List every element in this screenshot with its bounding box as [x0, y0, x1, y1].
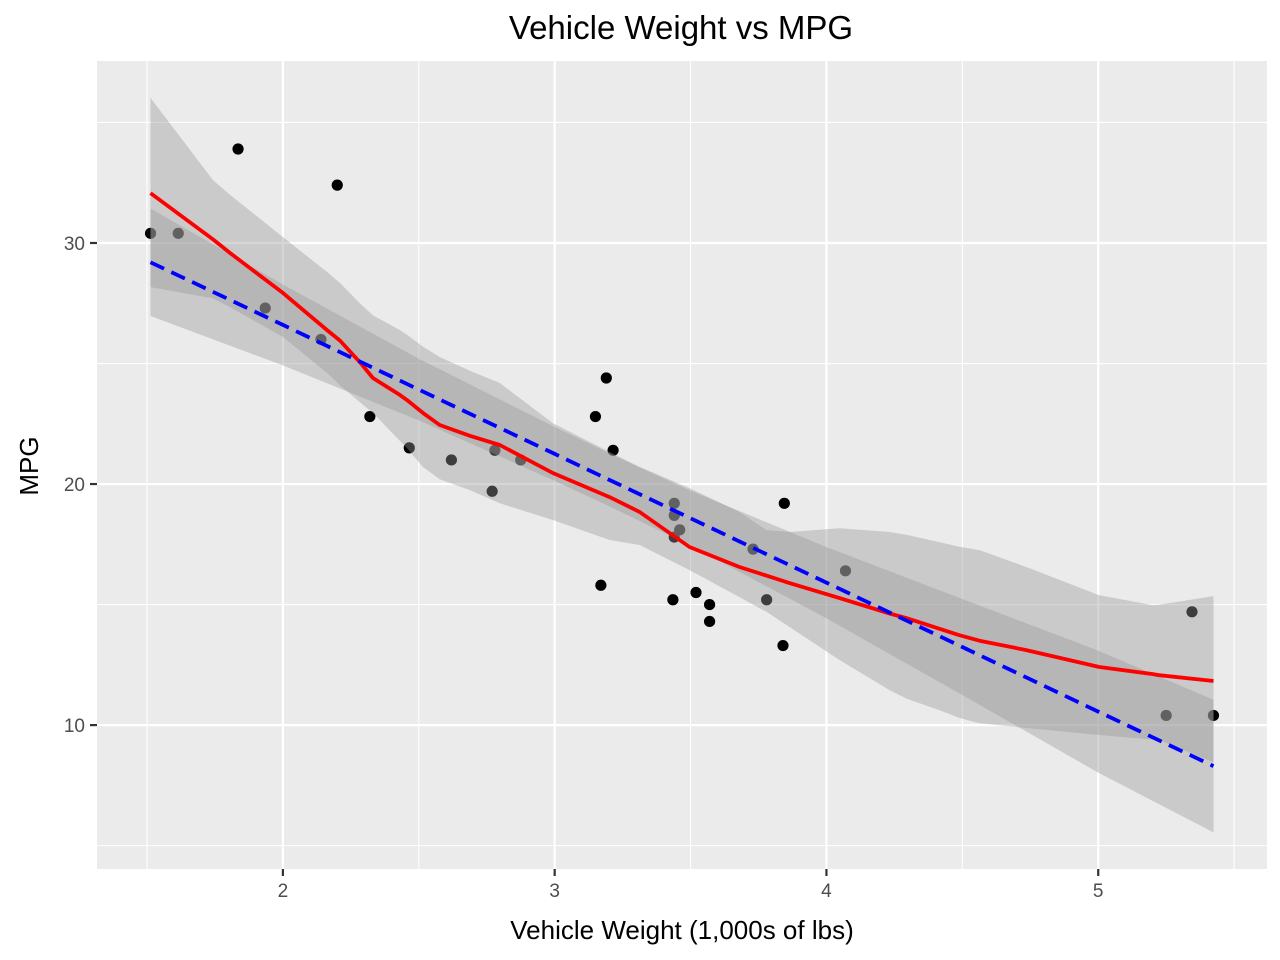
data-point [364, 410, 376, 423]
data-point [331, 179, 343, 191]
grid-major [97, 61, 1267, 869]
data-point [690, 586, 702, 599]
y-tick-label: 20 [64, 475, 85, 496]
x-tick-label: 2 [278, 881, 289, 902]
data-point [778, 497, 790, 509]
data-point [1186, 606, 1198, 618]
plot-panel [97, 61, 1267, 869]
fit-lines [149, 191, 1215, 768]
points-layer [144, 143, 1220, 722]
data-point [259, 302, 271, 314]
x-tick-label: 3 [549, 881, 560, 902]
fit-line-loess [149, 191, 1214, 683]
fit-line-lm [149, 260, 1215, 768]
data-point [703, 598, 716, 611]
x-tick-label: 5 [1093, 881, 1104, 902]
data-point [667, 594, 679, 606]
data-point [668, 497, 680, 509]
y-axis-ticks: 10 20 30 [64, 234, 97, 737]
confidence-ribbon-lm [150, 208, 1214, 833]
data-point [172, 227, 184, 239]
confidence-ribbon-loess [150, 97, 1214, 763]
data-point [144, 227, 157, 239]
data-point [489, 444, 501, 456]
x-tick-label: 4 [821, 881, 832, 902]
data-point [589, 410, 602, 423]
data-point [1160, 709, 1172, 722]
data-point [486, 485, 498, 497]
x-axis-ticks: 2 3 4 5 [278, 869, 1104, 902]
data-point [777, 639, 789, 652]
data-point [445, 454, 457, 466]
grid-minor [97, 61, 1267, 869]
data-point [1207, 709, 1220, 722]
data-point [595, 579, 607, 591]
data-point [403, 442, 415, 454]
y-tick-label: 30 [64, 234, 85, 255]
x-axis-title: Vehicle Weight (1,000s of lbs) [510, 915, 853, 945]
chart-title: Vehicle Weight vs MPG [509, 9, 853, 46]
y-axis-title: MPG [14, 436, 44, 495]
data-point [607, 444, 619, 456]
data-point [761, 594, 773, 606]
data-point [600, 372, 612, 384]
data-point [232, 143, 244, 155]
confidence-ribbons [150, 97, 1214, 833]
y-tick-label: 10 [64, 716, 85, 737]
data-point [839, 565, 852, 577]
data-point [703, 615, 716, 628]
